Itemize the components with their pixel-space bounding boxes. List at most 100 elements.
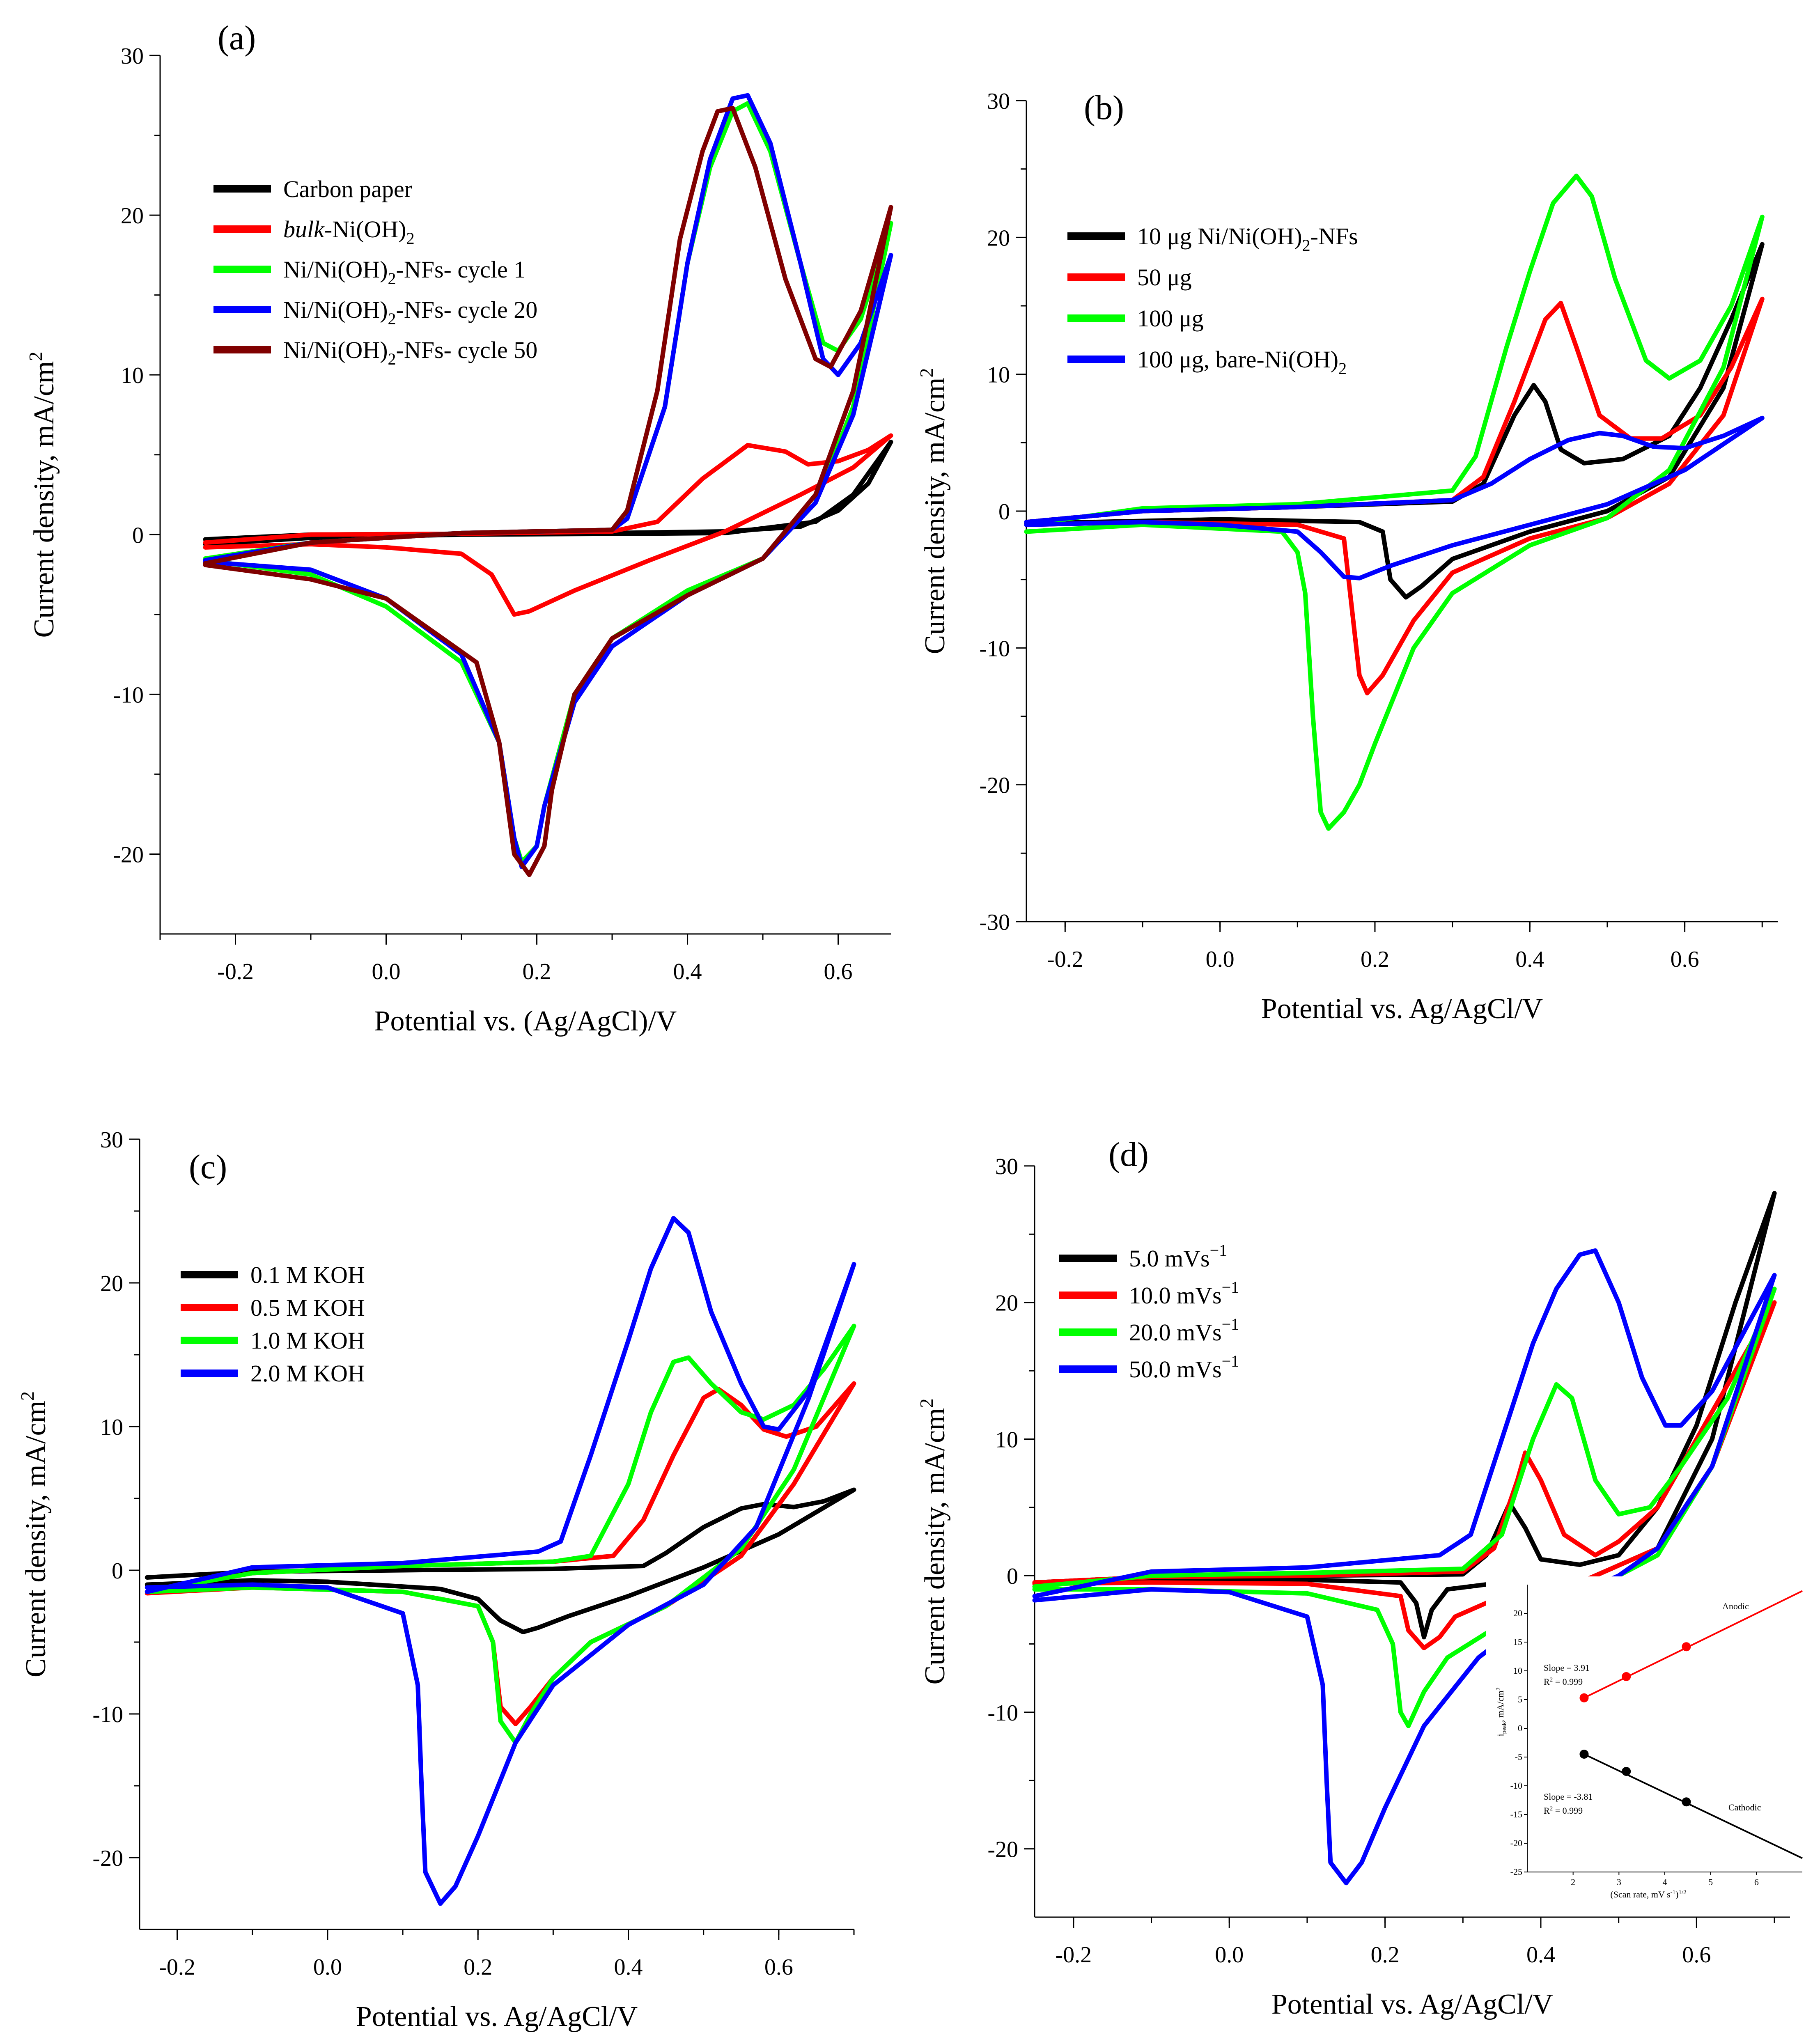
inset-fit-line-cathodic bbox=[1584, 1753, 1803, 1859]
legend-italic: bulk bbox=[283, 216, 325, 243]
legend-label: 5.0 mVs−1 bbox=[1129, 1241, 1227, 1272]
y-tick-label: -30 bbox=[979, 910, 1010, 935]
legend-label: 0.5 M KOH bbox=[250, 1294, 365, 1321]
legend-text: 2.0 M KOH bbox=[250, 1360, 365, 1387]
inset-x-label-text: (Scan rate, mV s bbox=[1610, 1889, 1670, 1899]
legend-text: 0.5 M KOH bbox=[250, 1294, 365, 1321]
y-axis-label: Current density, mA/cm2 bbox=[916, 1399, 951, 1685]
x-axis-label: Potential vs. Ag/AgCl/V bbox=[1261, 993, 1543, 1025]
legend-text: 50 μg bbox=[1137, 264, 1192, 291]
panel-c: 30 20 10 0 -10 -20 -0.2 0.0 0.2 0.4 0.6 Potential v… bbox=[17, 1127, 856, 2033]
legend-label: 10 μg Ni/Ni(OH)2-NFs bbox=[1137, 223, 1358, 255]
y-tick-label: 0 bbox=[132, 523, 144, 548]
y-axis-label-text: Current density, mA/cm bbox=[919, 1408, 951, 1685]
inset-anodic-slope: Slope = 3.91 bbox=[1544, 1663, 1590, 1673]
x-tick-label: 0.0 bbox=[313, 1955, 342, 1980]
series-curve-0 bbox=[1024, 242, 1765, 600]
series-curve-4 bbox=[203, 106, 893, 877]
inset-y-tick-label: 5 bbox=[1518, 1694, 1522, 1704]
legend-label: 20.0 mVs−1 bbox=[1129, 1315, 1239, 1346]
inset-fit-line-anodic bbox=[1584, 1590, 1803, 1699]
x-axis-label: Potential vs. Ag/AgCl/V bbox=[356, 2001, 638, 2033]
legend-suffix: -NFs- cycle 20 bbox=[396, 296, 538, 323]
legend-suffix: -NFs- cycle 50 bbox=[396, 337, 538, 363]
series-curve-3 bbox=[1032, 1248, 1777, 1886]
x-tick-label: 0.2 bbox=[523, 959, 551, 984]
inset-point-anodic bbox=[1682, 1642, 1691, 1652]
inset-cathodic-label: Cathodic bbox=[1728, 1802, 1761, 1812]
y-tick-label: 30 bbox=[987, 89, 1010, 114]
series-curve-3 bbox=[203, 93, 893, 869]
inset-point-anodic bbox=[1622, 1672, 1631, 1681]
r2-value: = 0.999 bbox=[1553, 1805, 1583, 1816]
panel-label: (d) bbox=[1108, 1136, 1149, 1174]
inset-x-label: (Scan rate, mV s-1)1/2 bbox=[1610, 1889, 1686, 1899]
inset-x-tick-label: 2 bbox=[1571, 1877, 1575, 1887]
y-tick-label: 0 bbox=[1007, 1564, 1018, 1589]
y-axis-label: Current density, mA/cm2 bbox=[25, 352, 60, 638]
legend-sub: 2 bbox=[388, 310, 396, 328]
legend-text: Ni/Ni(OH) bbox=[283, 337, 388, 363]
x-tick-label: 0.6 bbox=[764, 1955, 793, 1980]
inset-y-tick-label: -10 bbox=[1510, 1780, 1522, 1791]
inset-y-label-sup: 2 bbox=[1495, 1688, 1502, 1691]
legend-sup: −1 bbox=[1222, 1315, 1239, 1333]
x-tick-label: 0.2 bbox=[1371, 1942, 1400, 1968]
x-tick-label: -0.2 bbox=[159, 1955, 195, 1980]
legend-text: -Ni(OH) bbox=[324, 216, 406, 243]
legend-label: Carbon paper bbox=[283, 176, 412, 202]
inset-x-label-sup2: 1/2 bbox=[1678, 1889, 1686, 1896]
x-tick-label: 0.6 bbox=[824, 959, 853, 984]
panel-b: 30 20 10 0 -10 -20 -30 -0.2 0.0 0.2 0.4 0.6 Potentia… bbox=[916, 89, 1778, 1025]
x-tick-label: -0.2 bbox=[217, 959, 254, 984]
legend-text: 1.0 M KOH bbox=[250, 1327, 365, 1354]
inset-x-tick-label: 3 bbox=[1617, 1877, 1621, 1887]
legend-label: 1.0 M KOH bbox=[250, 1327, 365, 1354]
series-curve-2 bbox=[1024, 173, 1765, 831]
series-curve-1 bbox=[1024, 296, 1765, 695]
inset-anodic-label: Anodic bbox=[1722, 1601, 1749, 1611]
y-tick-label: -10 bbox=[113, 682, 144, 708]
inset-x-tick-label: 6 bbox=[1754, 1877, 1759, 1887]
inset-y-tick-label: 20 bbox=[1513, 1608, 1522, 1618]
r2-sup: 2 bbox=[1550, 1677, 1553, 1683]
y-tick-label: 10 bbox=[121, 363, 144, 388]
inset-x-label-sup: -1 bbox=[1671, 1889, 1676, 1896]
x-tick-label: 0.4 bbox=[673, 959, 702, 984]
y-axis-label-sup: 2 bbox=[25, 352, 46, 361]
series-curve-2 bbox=[1032, 1287, 1777, 1728]
y-tick-label: 0 bbox=[112, 1558, 123, 1584]
legend-label: 2.0 M KOH bbox=[250, 1360, 365, 1387]
y-axis-label-sup: 2 bbox=[916, 1399, 937, 1408]
y-axis-label-text: Current density, mA/cm bbox=[20, 1401, 52, 1677]
inset-anodic-r2: R2 = 0.999 bbox=[1544, 1677, 1583, 1687]
panel-label: (c) bbox=[189, 1148, 227, 1186]
y-tick-label: -10 bbox=[92, 1702, 123, 1727]
legend-label: bulk-Ni(OH)2 bbox=[283, 216, 415, 248]
legend-text: 100 μg bbox=[1137, 305, 1204, 332]
series-curve-2 bbox=[145, 1324, 856, 1745]
inset-x-tick-label: 5 bbox=[1708, 1877, 1713, 1887]
legend-label: Ni/Ni(OH)2-NFs- cycle 50 bbox=[283, 337, 537, 368]
legend-text: 50.0 mVs bbox=[1129, 1356, 1222, 1383]
y-tick-label: 30 bbox=[995, 1154, 1018, 1179]
series-curve-3 bbox=[145, 1216, 856, 1906]
inset-y-label-sub: peak bbox=[1501, 1722, 1508, 1734]
legend-sub: 2 bbox=[406, 229, 415, 248]
legend-suffix: -NFs bbox=[1310, 223, 1358, 250]
inset-x-label-end: ) bbox=[1675, 1889, 1678, 1899]
y-tick-label: 20 bbox=[121, 203, 144, 229]
r2-prefix: R bbox=[1544, 1805, 1550, 1816]
legend-text: 10.0 mVs bbox=[1129, 1282, 1222, 1309]
y-tick-label: 30 bbox=[121, 44, 144, 69]
y-tick-label: -10 bbox=[979, 636, 1010, 661]
inset-cathodic-r2: R2 = 0.999 bbox=[1544, 1805, 1583, 1816]
panel-label: (b) bbox=[1084, 89, 1124, 127]
legend-label: 50.0 mVs−1 bbox=[1129, 1352, 1239, 1383]
legend-text: Ni/Ni(OH) bbox=[283, 296, 388, 323]
y-tick-label: -20 bbox=[113, 842, 144, 867]
panel-a: 30 20 10 0 -10 -20 -0.2 0.0 0.2 0.4 0.6 Potential v… bbox=[25, 19, 893, 1037]
y-tick-label: 10 bbox=[987, 362, 1010, 388]
y-tick-label: -10 bbox=[987, 1700, 1018, 1726]
